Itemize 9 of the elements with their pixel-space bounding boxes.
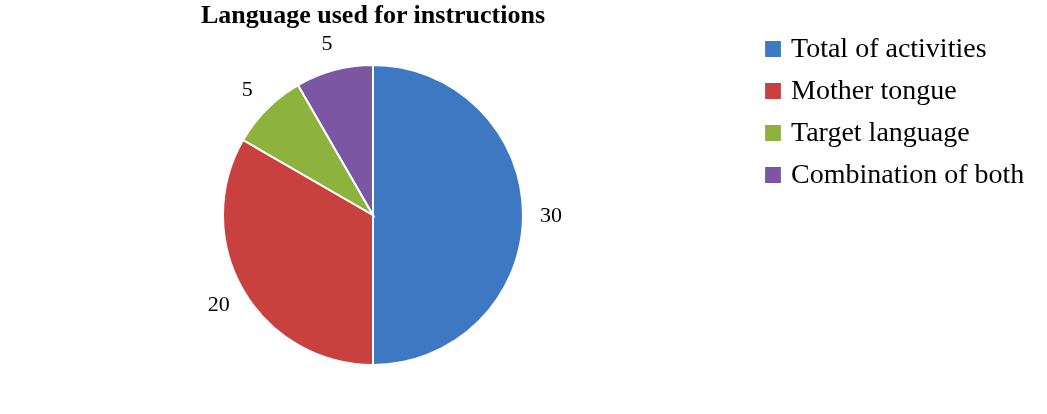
legend-label: Mother tongue — [791, 74, 957, 105]
chart-title: Language used for instructions — [200, 0, 546, 30]
data-label: 5 — [241, 76, 253, 102]
data-label: 20 — [207, 291, 230, 316]
data-label: 5 — [321, 30, 333, 56]
legend-label: Target language — [791, 116, 970, 147]
legend-label: Combination of both — [791, 158, 1025, 189]
legend-label: Total of activities — [791, 32, 987, 63]
data-label: 30 — [540, 202, 562, 227]
